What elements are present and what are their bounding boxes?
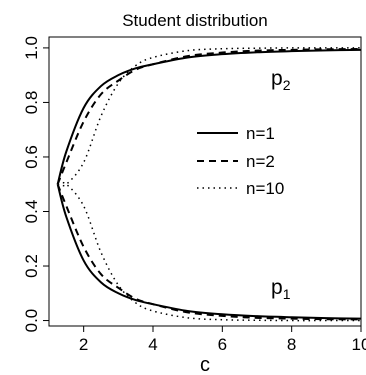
y-tick-label: 1.0: [22, 36, 41, 60]
y-tick-label: 0.6: [22, 145, 41, 169]
curve-label-p1-sub: 1: [283, 286, 291, 302]
plot-frame: [48, 36, 362, 327]
series-line-n2-p1: [56, 183, 362, 321]
curve-label-p1-base: p: [271, 276, 283, 299]
y-tick-label: 0.4: [22, 200, 41, 224]
curve-label-p2-base: p: [271, 67, 283, 90]
legend-label-n2: n=2: [246, 152, 275, 171]
series-line-n1-p2: [56, 48, 362, 185]
x-axis-label: c: [200, 354, 210, 375]
svg-text:p1: p1: [271, 276, 291, 302]
legend: n=1 n=2 n=10: [197, 124, 284, 198]
x-tick-label: 4: [148, 335, 157, 354]
x-tick-label: 8: [287, 335, 296, 354]
series-line-n2-p2: [56, 47, 362, 185]
legend-label-n1: n=1: [246, 124, 275, 143]
curves: [56, 47, 362, 322]
series-line-n1-p1: [56, 183, 362, 320]
x-tick-label: 6: [218, 335, 227, 354]
y-tick-label: 0.8: [22, 91, 41, 115]
legend-label-n10: n=10: [246, 179, 284, 198]
series-line-n10-p2: [57, 47, 361, 187]
y-tick-label: 0.2: [22, 254, 41, 278]
curve-label-p2-sub: 2: [283, 77, 291, 93]
y-tick-label: 0.0: [22, 309, 41, 333]
curve-label-p1: p1: [271, 276, 291, 302]
series-line-n10-p1: [57, 181, 361, 322]
x-tick-label: 10: [352, 335, 366, 354]
x-tick-label: 2: [79, 335, 88, 354]
chart-title: Student distribution: [122, 11, 268, 30]
curve-label-p2: p2: [271, 67, 291, 93]
axes: 2 4 6 8 10 0.0 0.2 0.4 0.6 0.8 1.0: [22, 36, 366, 354]
svg-text:p2: p2: [271, 67, 291, 93]
